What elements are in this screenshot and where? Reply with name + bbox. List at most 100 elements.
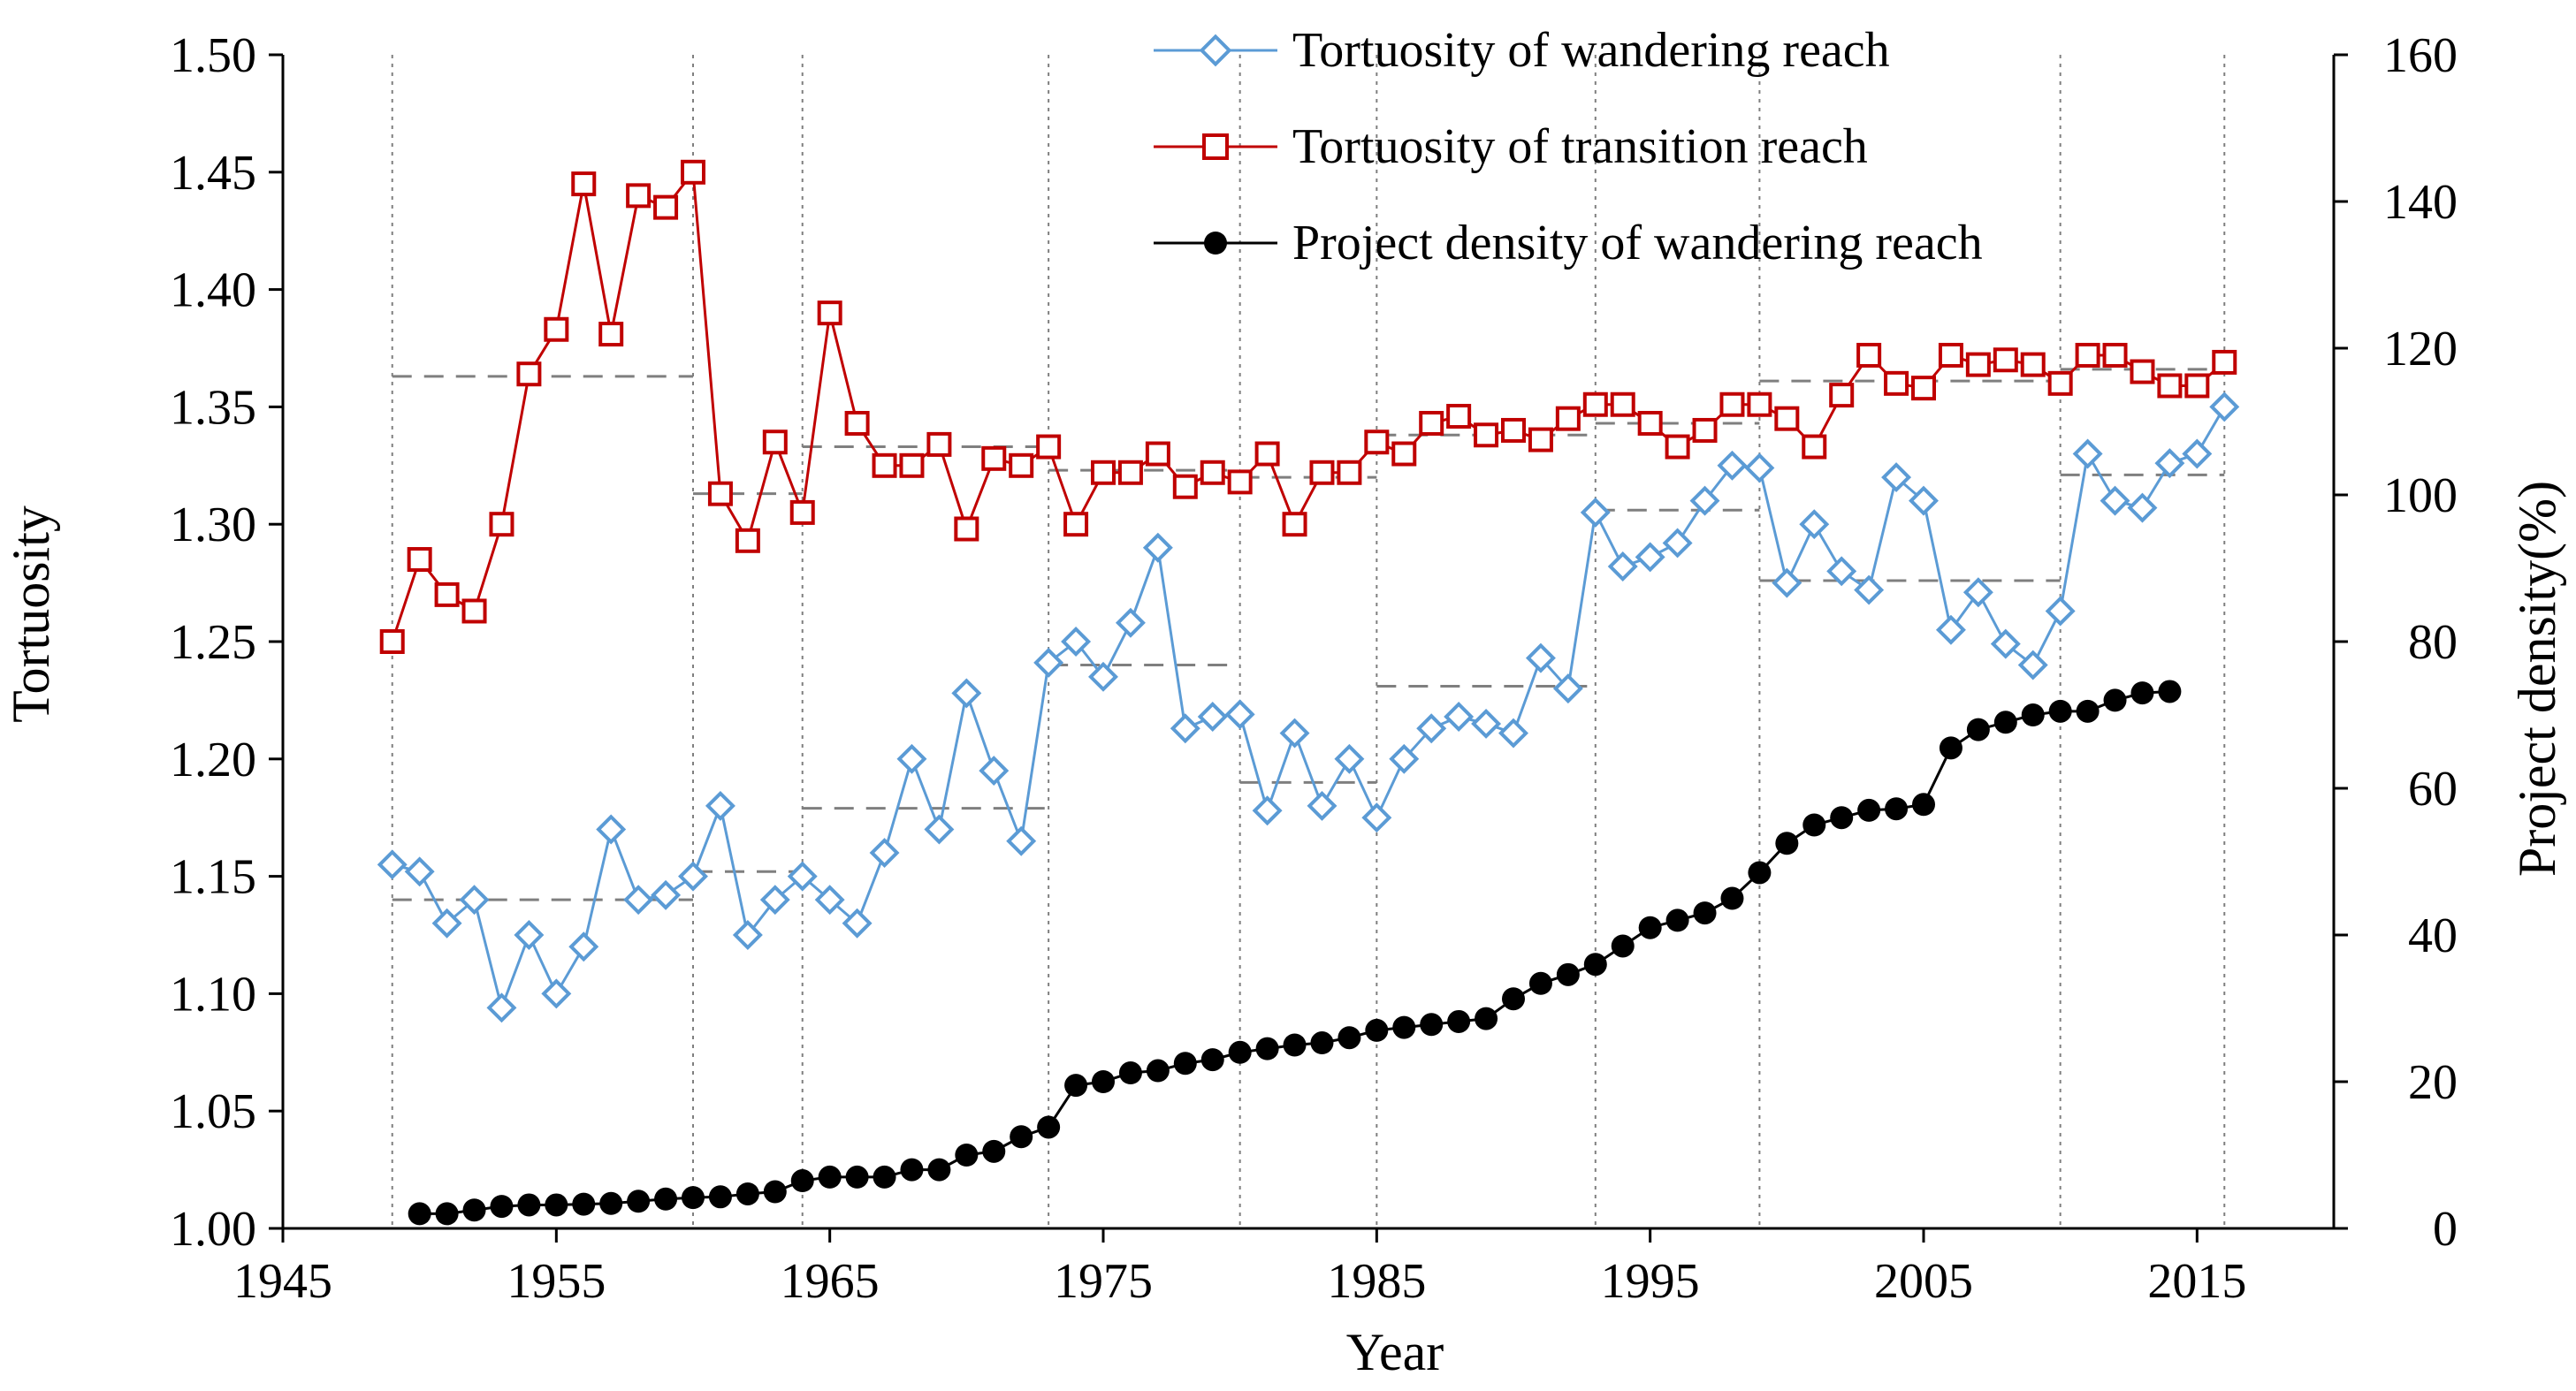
point-wandering [1662, 528, 1693, 559]
point-transition [1282, 512, 1307, 537]
point-density [1693, 901, 1717, 925]
point-density [2076, 699, 2100, 723]
point-density [1912, 793, 1935, 817]
point-density [1092, 1070, 1115, 1093]
point-transition [1036, 434, 1062, 460]
point-density [873, 1165, 896, 1189]
point-density [1611, 934, 1635, 958]
y-left-tick-label: 1.05 [170, 1084, 256, 1139]
legend-label-transition: Tortuosity of transition reach [1292, 119, 1868, 174]
point-transition [1911, 376, 1936, 401]
point-wandering [596, 814, 627, 845]
point-transition [1501, 417, 1526, 443]
point-density [1748, 861, 1772, 885]
point-density [654, 1187, 678, 1211]
point-wandering [651, 879, 682, 910]
point-density [1228, 1040, 1252, 1064]
series-transition [379, 159, 2237, 654]
point-density [1556, 962, 1580, 986]
point-wandering [1444, 702, 1475, 732]
point-wandering [1799, 509, 1830, 540]
point-density [708, 1185, 732, 1209]
point-transition [434, 581, 460, 607]
point-density [599, 1191, 623, 1215]
point-transition [1446, 404, 1472, 429]
point-density [955, 1144, 979, 1167]
point-wandering [1854, 574, 1885, 605]
point-wandering [1142, 532, 1173, 563]
y-left-tick-label: 1.45 [170, 146, 256, 201]
point-density [1857, 798, 1881, 822]
point-transition [1309, 460, 1335, 485]
point-transition [2184, 373, 2210, 399]
point-density [735, 1182, 759, 1205]
point-transition [1802, 434, 1827, 460]
legend: Tortuosity of wandering reach Tortuosity… [1154, 23, 1983, 270]
point-transition [1774, 406, 1800, 431]
point-transition [379, 629, 405, 654]
point-density [1064, 1074, 1088, 1098]
point-transition [1528, 427, 1553, 452]
y-left-tick-label: 1.40 [170, 263, 256, 318]
point-transition [1364, 429, 1390, 455]
point-wandering [1033, 647, 1064, 678]
point-wandering [1088, 661, 1118, 692]
x-tick-label: 1955 [507, 1254, 606, 1309]
legend-label-density: Project density of wandering reach [1292, 216, 1983, 270]
point-wandering [924, 814, 955, 845]
x-tick-label: 2005 [1874, 1254, 1973, 1309]
point-transition [1200, 460, 1225, 485]
legend-item-wandering: Tortuosity of wandering reach [1154, 23, 1890, 78]
point-wandering [1361, 802, 1392, 833]
point-density [682, 1186, 705, 1210]
point-wandering [1471, 708, 1502, 739]
point-wandering [1115, 607, 1146, 638]
point-wandering [1525, 642, 1556, 673]
y-left-tick-label: 1.10 [170, 967, 256, 1022]
x-tick-label: 2015 [2147, 1254, 2246, 1309]
point-density [818, 1165, 842, 1189]
point-density [2130, 681, 2154, 705]
point-transition [762, 429, 788, 455]
point-density [462, 1198, 486, 1222]
point-transition [1665, 434, 1690, 460]
point-density [517, 1193, 541, 1217]
point-wandering [1498, 718, 1528, 749]
point-wandering [979, 756, 1010, 787]
point-wandering [1224, 699, 1255, 730]
point-transition [1117, 460, 1143, 485]
point-density [1720, 886, 1744, 910]
point-transition [681, 159, 705, 185]
point-density [1802, 813, 1826, 837]
point-transition [516, 361, 542, 387]
point-wandering [2127, 492, 2158, 523]
point-transition [2102, 342, 2128, 368]
point-density [1939, 736, 1962, 760]
point-wandering [1170, 713, 1200, 744]
point-wandering [1935, 614, 1966, 645]
point-transition [571, 171, 597, 197]
point-wandering [568, 931, 599, 962]
point-density [1037, 1115, 1061, 1139]
point-transition [1227, 469, 1253, 495]
point-density [1775, 832, 1799, 855]
point-wandering [1744, 452, 1775, 483]
point-density [2048, 699, 2072, 723]
series-layer [377, 159, 2240, 1226]
point-density [2103, 688, 2127, 712]
point-wandering [1962, 577, 1993, 608]
point-transition [2157, 373, 2183, 399]
y-right-tick-label: 40 [2408, 908, 2458, 963]
point-wandering [1635, 542, 1665, 573]
point-transition [1337, 460, 1362, 485]
point-wandering [2045, 596, 2076, 627]
point-density [2158, 680, 2182, 703]
point-transition [1254, 441, 1280, 467]
y-left-tick-label: 1.15 [170, 850, 256, 905]
point-transition [1938, 342, 1963, 368]
point-wandering [842, 908, 873, 939]
point-density [1502, 987, 1525, 1011]
point-density [1993, 711, 2017, 734]
point-density [1146, 1059, 1170, 1083]
